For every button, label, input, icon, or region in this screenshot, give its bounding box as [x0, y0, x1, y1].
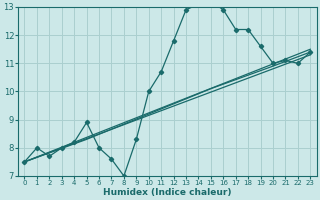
X-axis label: Humidex (Indice chaleur): Humidex (Indice chaleur): [103, 188, 232, 197]
